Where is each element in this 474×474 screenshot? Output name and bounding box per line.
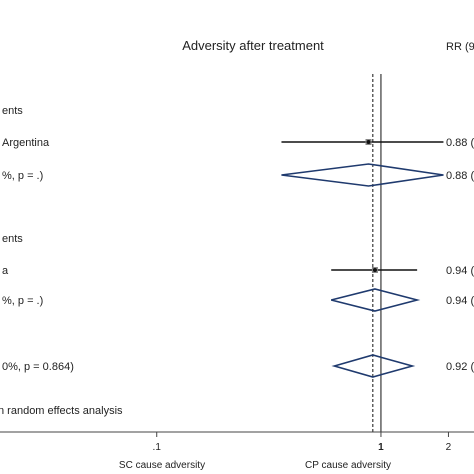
row-label: Argentina <box>2 137 50 149</box>
row-label: a <box>2 265 9 277</box>
row-label: %, p = .) <box>2 170 43 182</box>
forest-rows: ents Argentina 0.88 ( %, p = .) 0.88 ( ents a 0… <box>2 74 474 432</box>
row-label: ents <box>2 233 23 245</box>
row-label: ents <box>2 105 23 117</box>
row-effect-text: 0.92 ( <box>446 361 474 373</box>
row-effect-text: 0.94 ( <box>446 295 474 307</box>
x-axis: .1 1 2 <box>0 431 474 453</box>
row-label: %, p = .) <box>2 295 43 307</box>
chart-title: Adversity after treatment <box>182 38 324 53</box>
overall-diamond <box>331 354 416 378</box>
x-label-right: CP cause adversity <box>305 460 391 471</box>
footnote: n random effects analysis <box>0 405 123 417</box>
row-effect-text: 0.88 ( <box>446 170 474 182</box>
row-effect-text: 0.94 ( <box>446 265 474 277</box>
row-effect-text: 0.88 ( <box>446 137 474 149</box>
x-tick-label: 1 <box>378 442 384 453</box>
effect-column-header: RR (9 <box>446 41 474 53</box>
x-tick-label: 2 <box>446 442 452 453</box>
x-label-left: SC cause adversity <box>119 460 205 471</box>
point-estimate-dot <box>372 268 377 272</box>
row-label: 0%, p = 0.864) <box>2 361 74 373</box>
x-tick-label: .1 <box>153 442 162 453</box>
point-estimate-dot <box>366 140 371 144</box>
subtotal-diamond <box>281 163 444 187</box>
subtotal-diamond <box>331 288 421 312</box>
